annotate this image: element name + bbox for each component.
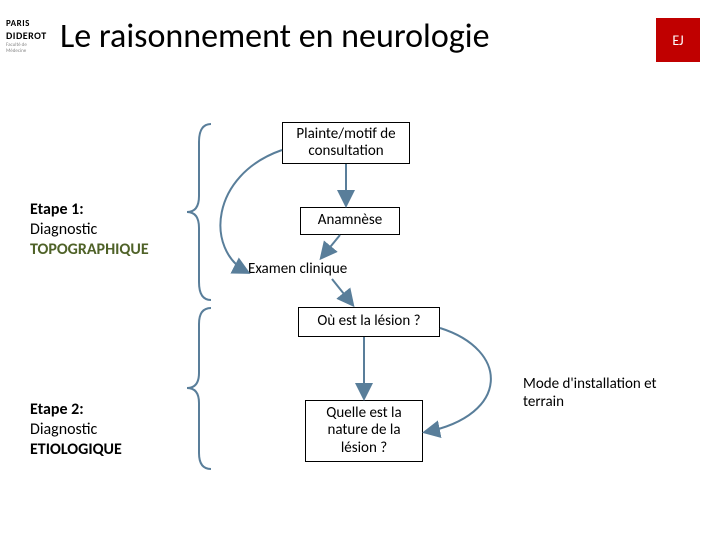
flow-arrows <box>0 0 720 540</box>
